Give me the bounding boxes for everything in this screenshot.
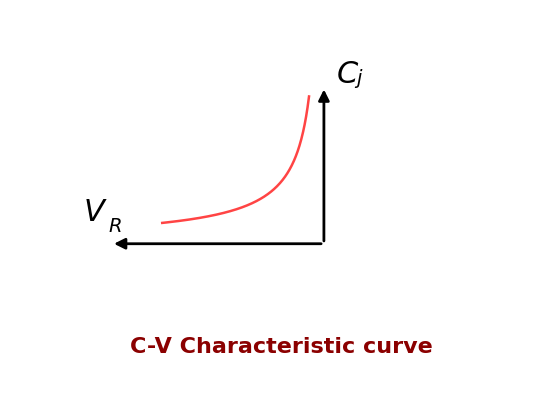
Text: C: C — [337, 60, 358, 89]
Text: C-V Characteristic curve: C-V Characteristic curve — [130, 337, 433, 357]
Text: R: R — [109, 217, 122, 236]
Text: V: V — [83, 198, 105, 227]
Text: j: j — [356, 69, 361, 88]
